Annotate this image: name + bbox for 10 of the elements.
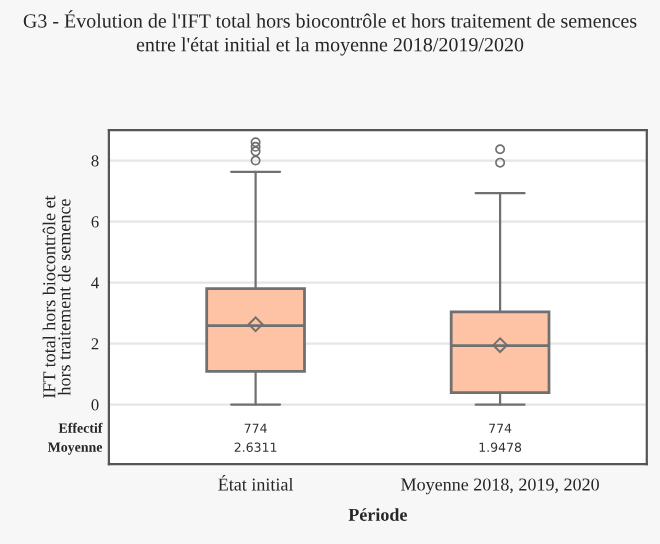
- x-tick-label: Moyenne 2018, 2019, 2020: [401, 478, 599, 495]
- y-tick-label: 8: [91, 155, 99, 167]
- x-axis-title: Période: [348, 508, 407, 521]
- chart-title: G3 - Évolution de l'IFT total hors biocontrôle et hors traitement de semences entre l'état initial et la moyenne 2018/2019/2020: [23, 10, 637, 56]
- y-axis-title: IFT total hors biocontrôle et hors traitement de semence: [42, 195, 71, 399]
- y-tick-label: 4: [91, 277, 99, 289]
- y-tick-label: 6: [91, 216, 99, 228]
- y-tick-label: 2: [91, 338, 99, 350]
- x-tick-label: État initial: [218, 475, 294, 491]
- y-tick-label: 0: [91, 399, 99, 411]
